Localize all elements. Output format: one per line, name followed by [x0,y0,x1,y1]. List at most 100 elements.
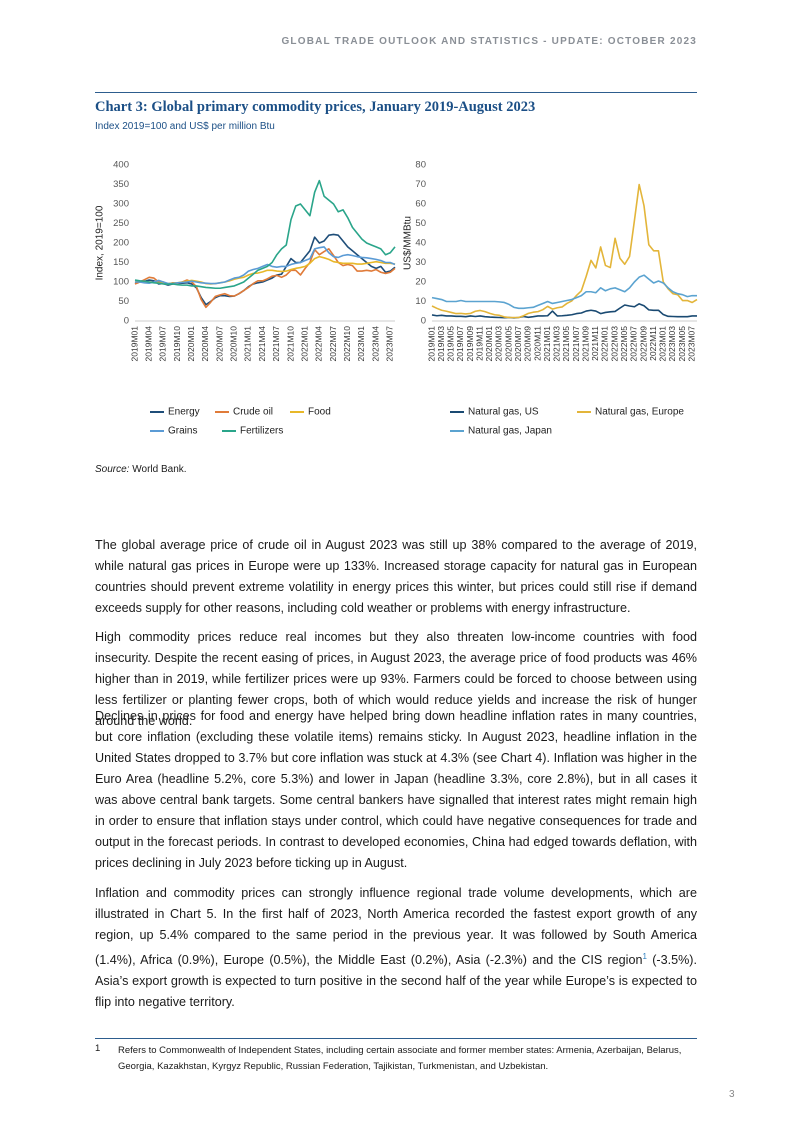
line-series [134,248,396,309]
x-tick-label: 2021M04 [257,326,267,362]
x-tick-label: 2023M03 [667,326,677,362]
x-tick-label: 2023M01 [356,326,366,362]
y-tick-label: 70 [415,179,426,190]
legend-label: Natural gas, Europe [595,407,684,418]
footnote-number: 1 [95,1043,101,1054]
x-tick-label: 2022M09 [638,326,648,362]
y-axis-label: Index, 2019=100 [95,205,106,280]
x-tick-label: 2021M01 [542,326,552,362]
footnote-ref: 1 [642,952,647,961]
legend-label: Crude oil [233,407,273,418]
x-tick-label: 2022M03 [609,326,619,362]
legend-label: Energy [168,407,200,418]
x-tick-label: 2022M05 [619,326,629,362]
x-tick-label: 2023M04 [370,326,380,362]
x-tick-label: 2019M05 [446,326,456,362]
legend-label: Food [308,407,331,418]
x-tick-label: 2019M01 [129,326,139,362]
footnote-text: Refers to Commonwealth of Independent St… [118,1045,682,1072]
line-series [431,274,697,310]
y-tick-label: 200 [113,238,129,249]
text: Inflation and commodity prices can stron… [95,886,697,968]
x-tick-label: 2021M11 [590,326,600,361]
y-axis-label: US$/MMBtu [403,216,414,270]
x-tick-label: 2020M11 [532,326,542,361]
x-tick-label: 2020M05 [503,326,513,362]
x-tick-label: 2019M10 [172,326,182,362]
rule [95,1038,697,1039]
y-tick-label: 350 [113,179,129,190]
paragraph: Inflation and commodity prices can stron… [95,883,697,1013]
line-series [431,183,698,319]
chart-title: Chart 3: Global primary commodity prices… [95,99,536,115]
x-tick-label: 2021M07 [571,326,581,362]
x-tick-label: 2019M07 [158,326,168,362]
x-tick-label: 2022M04 [314,326,324,362]
source-text: World Bank. [132,464,187,475]
paragraph: Declines in prices for food and energy h… [95,709,697,870]
x-tick-label: 2021M03 [552,326,562,362]
y-tick-label: 30 [415,257,426,268]
x-tick-label: 2020M04 [200,326,210,362]
rule [95,92,697,93]
line-series [134,179,396,290]
y-tick-label: 100 [113,277,129,288]
y-tick-label: 20 [415,277,426,288]
x-tick-label: 2021M10 [285,326,295,362]
x-tick-label: 2022M01 [299,326,309,362]
x-tick-label: 2020M09 [523,326,533,362]
x-tick-label: 2023M01 [658,326,668,362]
legend-label: Natural gas, US [468,407,539,418]
x-tick-label: 2020M01 [484,326,494,362]
running-header: GLOBAL TRADE OUTLOOK AND STATISTICS - UP… [281,36,697,47]
x-tick-label: 2022M10 [342,326,352,362]
x-tick-label: 2022M07 [629,326,639,362]
y-tick-label: 10 [415,296,426,307]
y-tick-label: 250 [113,218,129,229]
x-tick-label: 2020M07 [214,326,224,362]
x-tick-label: 2020M03 [494,326,504,362]
x-tick-label: 2022M11 [648,326,658,361]
x-tick-label: 2022M07 [328,326,338,362]
x-tick-label: 2020M01 [186,326,196,362]
x-tick-label: 2020M10 [229,326,239,362]
legend-label: Natural gas, Japan [468,426,552,437]
text: (-3.5%). Asia’s export growth is expecte… [95,953,697,1010]
x-tick-label: 2021M05 [561,326,571,362]
line-series [431,303,697,319]
y-tick-label: 80 [415,160,426,171]
y-tick-label: 0 [421,316,426,327]
x-tick-label: 2019M04 [143,326,153,362]
source-label: Source: [95,464,130,475]
y-tick-label: 150 [113,257,129,268]
line-series [135,246,396,285]
x-tick-label: 2022M01 [600,326,610,362]
paragraph: High commodity prices reduce real income… [95,630,697,728]
page-number: 3 [729,1089,735,1100]
x-tick-label: 2023M07 [686,326,696,362]
chart-subtitle: Index 2019=100 and US$ per million Btu [95,121,275,132]
x-tick-label: 2019M09 [465,326,475,362]
x-tick-label: 2021M09 [580,326,590,362]
x-tick-label: 2020M07 [513,326,523,362]
y-tick-label: 60 [415,199,426,210]
x-tick-label: 2019M11 [474,326,484,361]
x-tick-label: 2019M07 [455,326,465,362]
paragraph: The global average price of crude oil in… [95,538,697,615]
y-tick-label: 50 [415,218,426,229]
y-tick-label: 0 [124,316,129,327]
x-tick-label: 2023M05 [677,326,687,362]
y-tick-label: 400 [113,160,129,171]
legend-label: Grains [168,426,197,437]
source: Source: World Bank. [95,464,187,475]
legend-label: Fertilizers [240,426,283,437]
x-tick-label: 2019M01 [426,326,436,362]
x-tick-label: 2021M07 [271,326,281,362]
y-tick-label: 50 [118,296,129,307]
x-tick-label: 2021M01 [243,326,253,362]
x-tick-label: 2023M07 [385,326,395,362]
x-tick-label: 2019M03 [436,326,446,362]
y-tick-label: 300 [113,199,129,210]
